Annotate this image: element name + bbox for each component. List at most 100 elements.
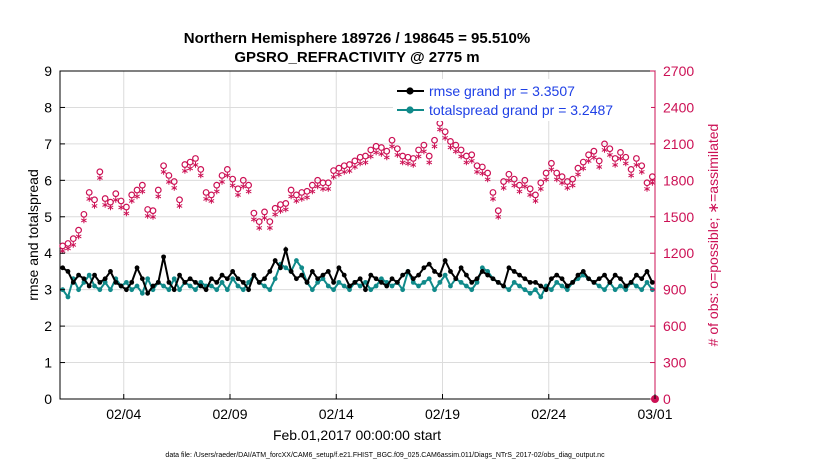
rmse-line xyxy=(62,245,654,296)
obs-possible-point xyxy=(117,197,125,205)
rmse-point xyxy=(171,287,177,293)
totalspread-point xyxy=(283,265,289,271)
obs-possible-point xyxy=(415,146,422,154)
obs-possible-point xyxy=(154,186,162,194)
totalspread-point xyxy=(92,283,97,289)
rmse-point xyxy=(325,269,331,274)
totalspread-point xyxy=(272,276,278,282)
obs-assimilated-point: * xyxy=(500,183,507,197)
totalspread-point xyxy=(108,287,113,293)
obs-assimilated-point: * xyxy=(617,154,624,168)
y-left-tick-label: 1 xyxy=(44,355,52,371)
obs-assimilated-point: * xyxy=(453,146,460,160)
obs-possible-point xyxy=(362,152,369,160)
rmse-point xyxy=(400,272,406,278)
series: * * ******* *** ** * ** **** *** * *** *** **** *****… xyxy=(59,119,659,403)
totalspread-point xyxy=(124,279,129,285)
obs-assimilated-point: * xyxy=(214,186,221,200)
obs-assimilated-point: * xyxy=(267,223,274,237)
obs-assimilated-point: * xyxy=(203,194,210,208)
obs-assimilated-point: * xyxy=(612,160,619,174)
obs-assimilated-point: * xyxy=(649,178,656,192)
totalspread-point xyxy=(549,287,554,293)
obs-possible-point xyxy=(510,175,518,183)
obs-possible-point xyxy=(192,155,199,162)
rmse-point xyxy=(240,279,246,285)
obs-assimilated-point: * xyxy=(134,191,141,205)
rmse-point xyxy=(187,276,193,282)
obs-possible-point xyxy=(91,196,98,204)
obs-assimilated-point: * xyxy=(463,157,470,171)
rmse-point xyxy=(129,279,135,285)
y-right-tick-label: 600 xyxy=(663,318,687,334)
totalspread-point xyxy=(139,290,145,296)
rmse-point xyxy=(267,269,273,274)
totalspread-point xyxy=(421,279,427,285)
rmse-point xyxy=(474,276,480,282)
obs-assimilated-point: * xyxy=(230,180,237,194)
totalspread-point xyxy=(336,279,342,285)
obs-possible-point xyxy=(165,172,173,179)
totalspread-point xyxy=(177,287,182,293)
rmse-point xyxy=(405,269,411,274)
obs-assimilated-point: * xyxy=(245,186,252,200)
rmse-point xyxy=(586,276,591,282)
totalspread-point xyxy=(309,287,315,293)
obs-assimilated-point: * xyxy=(644,184,651,198)
obs-possible-point xyxy=(149,207,157,215)
rmse-point xyxy=(294,276,299,282)
obs-possible-point xyxy=(388,136,396,144)
obs-possible-point xyxy=(101,195,109,202)
rmse-point xyxy=(60,265,66,271)
totalspread-point xyxy=(416,283,421,289)
totalspread-point xyxy=(379,276,384,282)
rmse-point xyxy=(416,272,421,278)
obs-assimilated-point: * xyxy=(155,191,162,205)
legend-box xyxy=(393,79,651,121)
obs-possible-point xyxy=(112,190,120,198)
obs-assimilated-point: * xyxy=(70,240,77,254)
totalspread-point xyxy=(458,279,464,285)
totalspread-point xyxy=(559,283,565,289)
obs-assimilated-point: * xyxy=(171,183,178,197)
totalspread-point xyxy=(442,272,448,278)
obs-assimilated-point: * xyxy=(208,196,215,210)
obs-possible-point xyxy=(138,181,146,189)
rmse-point xyxy=(224,276,230,282)
rmse-point xyxy=(155,279,161,285)
totalspread-point xyxy=(432,287,437,293)
rmse-point xyxy=(628,279,634,285)
totalspread-point xyxy=(389,283,395,289)
obs-assimilated-point: * xyxy=(145,211,152,225)
totalspread-point xyxy=(230,276,236,282)
obs-assimilated-point: * xyxy=(628,171,635,185)
y-axis-label-right: # of obs: o=possible; ∗=assimilated xyxy=(705,124,721,347)
obs-assimilated-point: * xyxy=(516,186,523,200)
x-tick-label: 03/01 xyxy=(637,406,672,422)
totalspread-point xyxy=(294,258,299,263)
obs-possible-point xyxy=(569,175,577,183)
rmse-point xyxy=(596,276,602,282)
obs-possible-point xyxy=(303,187,311,195)
obs-assimilated-point: * xyxy=(580,163,587,177)
totalspread-point xyxy=(426,276,432,282)
totalspread-point xyxy=(240,287,246,293)
obs-assimilated-point: * xyxy=(469,156,476,170)
obs-assimilated-point: * xyxy=(224,171,231,185)
obs-possible-point xyxy=(75,226,82,234)
obs-assimilated-point: * xyxy=(97,173,104,187)
totalspread-point xyxy=(214,287,220,293)
obs-possible-point xyxy=(208,191,215,199)
obs-possible-point xyxy=(633,155,640,162)
totalspread-point xyxy=(262,283,267,289)
obs-assimilated-point: * xyxy=(554,174,561,188)
totalspread-point xyxy=(612,287,618,293)
obs-possible-point xyxy=(542,169,550,177)
obs-assimilated-point: * xyxy=(176,201,183,215)
obs-possible-point xyxy=(245,181,252,189)
rmse-point xyxy=(384,283,390,289)
totalspread-point xyxy=(602,287,607,293)
rmse-point xyxy=(649,279,655,285)
obs-possible-point xyxy=(213,181,221,189)
obs-assimilated-point: * xyxy=(389,142,396,156)
